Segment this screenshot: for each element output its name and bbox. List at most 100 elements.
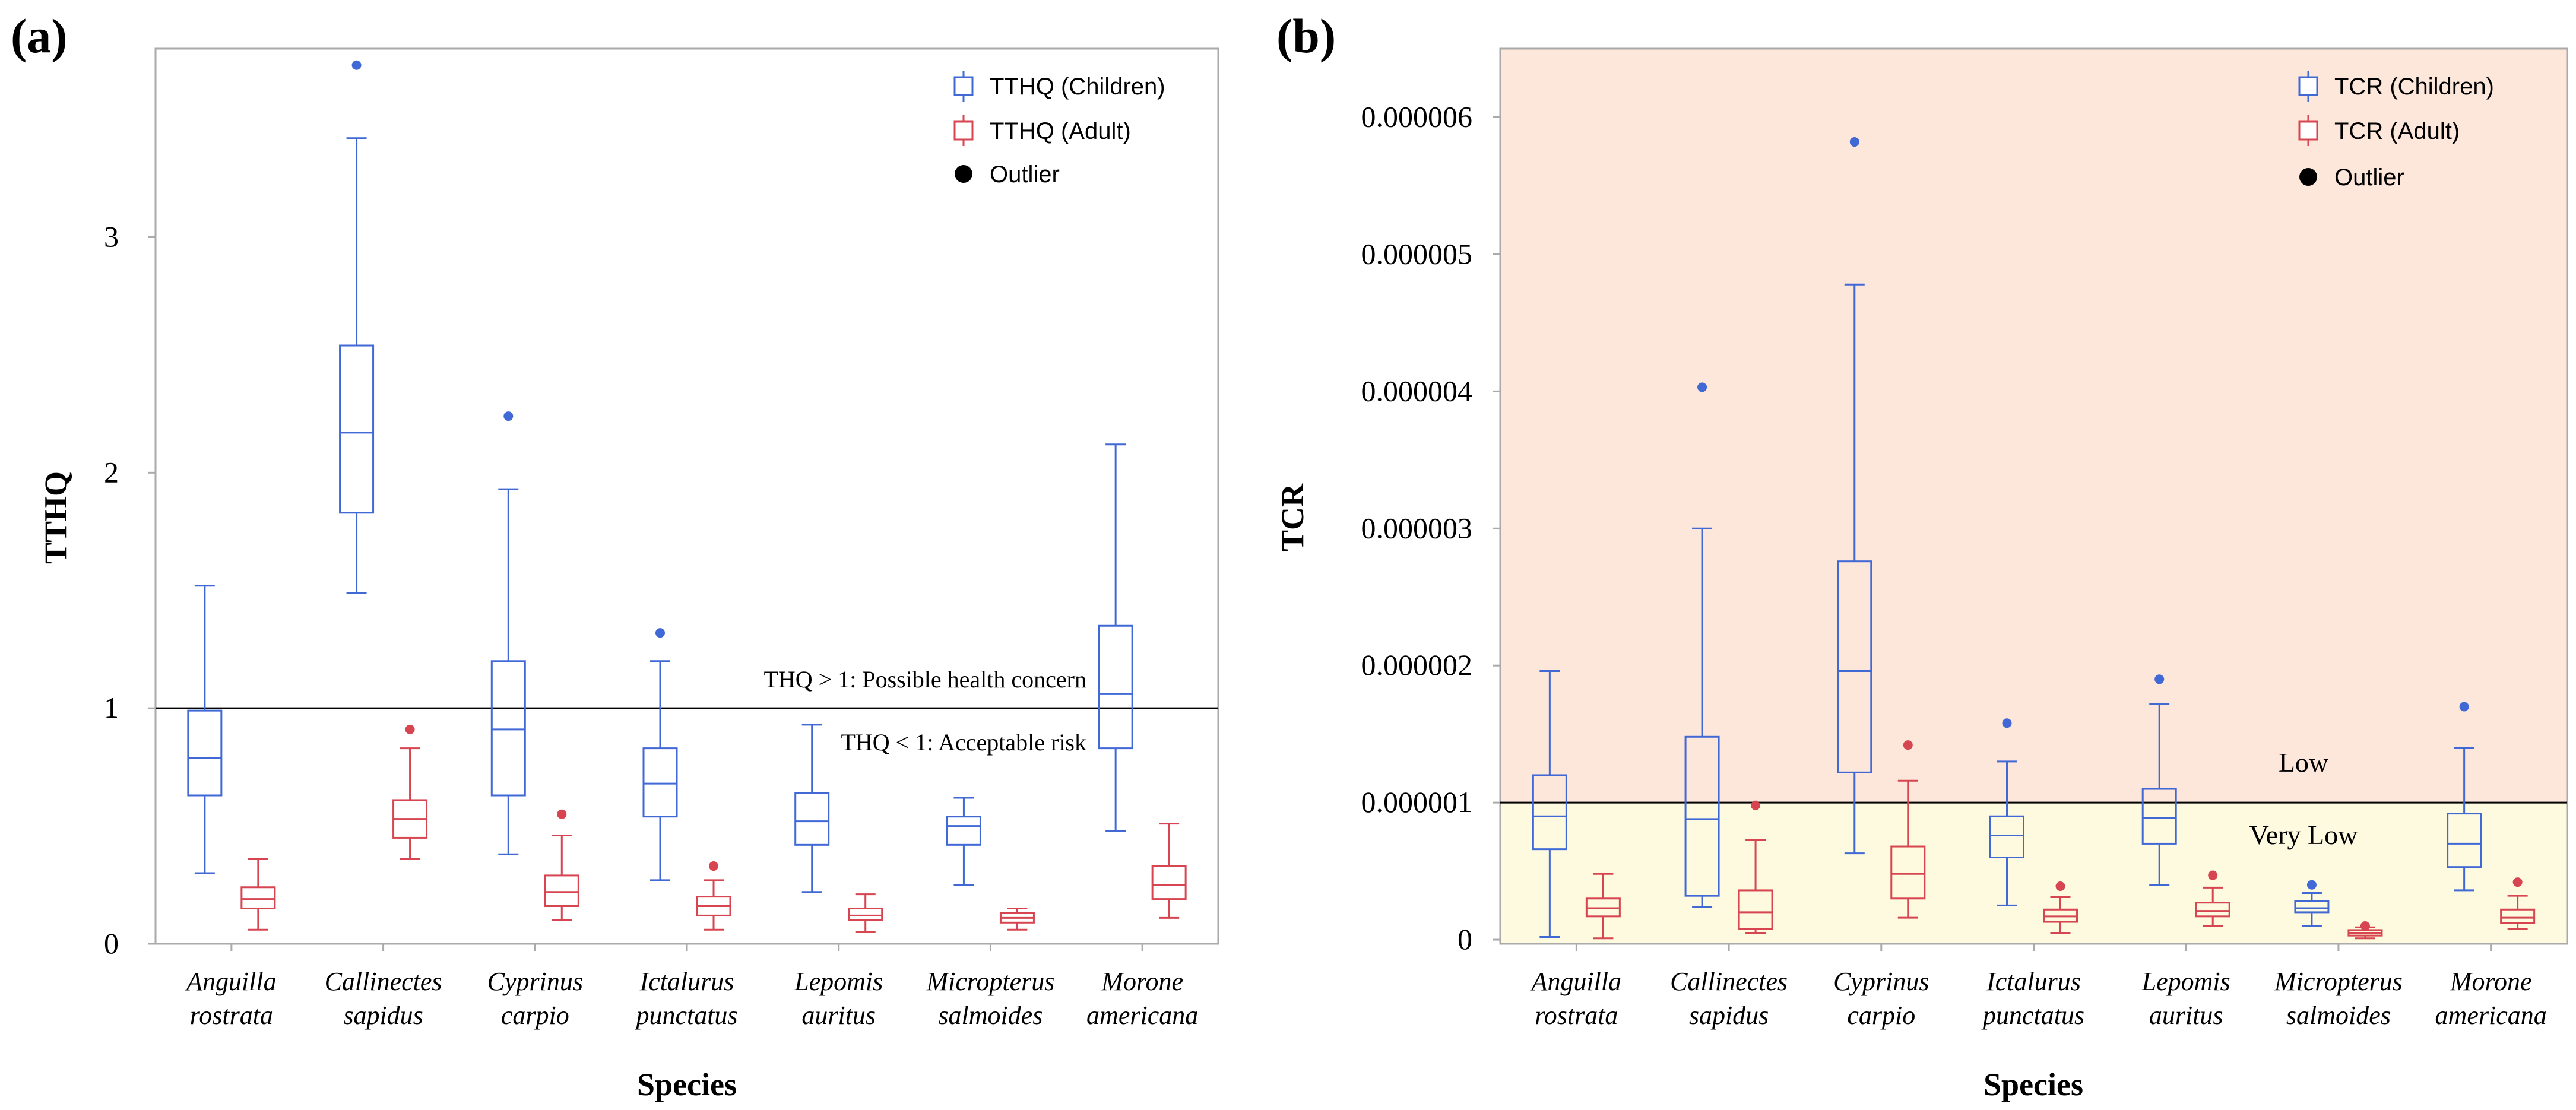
legend-swatch-box-1	[2298, 120, 2318, 141]
outlier-point	[2208, 870, 2218, 880]
box-1-4	[2195, 870, 2230, 927]
box-0-3	[642, 628, 678, 881]
box-1-6	[2500, 877, 2536, 930]
box-body	[2500, 908, 2536, 924]
box-0-0	[1532, 670, 1567, 938]
box-0-2	[490, 411, 526, 855]
box-1-1	[1738, 800, 1773, 934]
box-body	[1098, 624, 1133, 750]
panel-a-legend: TTHQ (Children) TTHQ (Adult) Outlier	[953, 71, 1165, 188]
x-category-label-line2: punctatus	[634, 1001, 737, 1030]
x-category-label-line2: rostrata	[1535, 1001, 1618, 1030]
box-0-0	[187, 585, 223, 874]
x-category-label-line2: salmoides	[938, 1001, 1043, 1030]
panel-a-annotation-above: THQ > 1: Possible health concern	[763, 666, 1086, 693]
legend-swatch-box-1	[953, 120, 974, 141]
legend-swatch-box-0	[2298, 76, 2318, 96]
outlier-point	[2306, 880, 2317, 890]
box-body	[1989, 815, 2024, 859]
panel-a-label: (a)	[11, 9, 68, 63]
y-tick-label-0: 0	[104, 927, 119, 960]
legend-swatch-dot-2	[955, 165, 972, 183]
y-tick-label-5: 0.000005	[1361, 237, 1473, 270]
box-body	[240, 886, 276, 909]
box-body	[848, 907, 883, 921]
x-category-label-line1: Anguilla	[185, 967, 277, 996]
box-body	[490, 660, 526, 797]
outlier-point	[2512, 877, 2523, 887]
legend-swatch-box-0	[953, 76, 974, 96]
box-body	[544, 874, 579, 908]
panel-b-y-axis: 0 0.000001 0.000002 0.000003 0.000004 0.00000…	[1361, 100, 1500, 956]
y-tick-label-1: 0.000001	[1361, 785, 1473, 819]
box-body	[2195, 902, 2230, 918]
box-0-1	[339, 60, 375, 594]
x-category-label-line1: Lepomis	[794, 967, 883, 996]
box-body	[946, 816, 981, 846]
x-category-label-line1: Callinectes	[325, 967, 442, 996]
box-0-6	[2447, 702, 2482, 892]
box-body	[2294, 900, 2330, 914]
outlier-point	[503, 411, 514, 421]
box-1-1	[392, 724, 428, 860]
outlier-point	[557, 809, 567, 819]
x-category-label-line2: sapidus	[1689, 1001, 1769, 1030]
outlier-point	[1903, 740, 1913, 750]
outlier-point	[655, 628, 665, 638]
panel-b-zone-label-low: Low	[2279, 747, 2329, 778]
legend-label-2: Outlier	[990, 161, 1060, 188]
x-category-label-line2: auritus	[801, 1001, 876, 1030]
x-category-label-line1: Micropterus	[926, 967, 1054, 996]
box-0-1	[1684, 382, 1720, 908]
y-tick-label-6: 0.000006	[1361, 100, 1473, 133]
panel-b-boxes	[1532, 137, 2536, 940]
panel-a-y-axis-title: TTHQ	[38, 471, 74, 564]
box-0-6	[1098, 443, 1133, 832]
y-tick-label-0: 0	[1457, 922, 1472, 956]
panel-b-legend: TCR (Children) TCR (Adult) Outlier	[2298, 71, 2494, 191]
panel-b-y-axis-title: TCR	[1275, 483, 1310, 551]
box-0-4	[2141, 674, 2177, 886]
box-1-3	[696, 861, 731, 931]
outlier-point	[2360, 921, 2370, 931]
x-category-label-line1: Micropterus	[2274, 967, 2403, 996]
panel-a-boxes	[187, 60, 1187, 933]
box-body	[2141, 788, 2177, 845]
y-tick-label-4: 0.000004	[1361, 374, 1473, 407]
x-category-label-line1: Cyprinus	[487, 967, 583, 996]
x-category-label-line2: carpio	[501, 1001, 569, 1030]
outlier-point	[709, 861, 718, 871]
panel-a-tthq: (a) 0 1 2 3 THQ > 1: Possible health concer…	[11, 9, 1219, 1102]
outlier-point	[2459, 702, 2469, 712]
box-body	[1890, 845, 1926, 900]
box-1-5	[999, 907, 1035, 931]
panel-a-x-categories: Anguilla rostrata Callinectes sapidus Cyprin…	[185, 944, 1198, 1030]
x-category-label-line1: Ictalurus	[1986, 967, 2081, 996]
panel-b-zones	[1500, 49, 2567, 944]
x-category-label-line2: americana	[2435, 1001, 2547, 1030]
x-category-label-line2: auritus	[2149, 1001, 2223, 1030]
box-0-5	[2294, 880, 2330, 927]
x-category-label-line2: rostrata	[190, 1001, 273, 1030]
legend-label-0: TCR (Children)	[2334, 74, 2494, 100]
box-0-3	[1989, 718, 2024, 906]
legend-label-1: TCR (Adult)	[2334, 118, 2460, 144]
box-1-2	[544, 809, 579, 921]
box-1-5	[2347, 921, 2383, 940]
x-category-label-line2: americana	[1086, 1001, 1198, 1030]
zone-1	[1500, 803, 2567, 944]
outlier-point	[405, 724, 415, 734]
x-category-label-line1: Cyprinus	[1833, 967, 1929, 996]
box-body	[642, 747, 678, 818]
y-tick-label-2: 0.000002	[1361, 648, 1473, 681]
x-category-label-line1: Ictalurus	[639, 967, 734, 996]
box-1-6	[1151, 823, 1187, 919]
box-body	[1532, 774, 1567, 851]
x-category-label-line2: carpio	[1847, 1001, 1915, 1030]
outlier-point	[2055, 881, 2065, 892]
y-tick-label-1: 1	[104, 691, 119, 724]
box-0-5	[946, 797, 981, 886]
box-body	[339, 344, 375, 514]
box-1-2	[1890, 740, 1926, 919]
